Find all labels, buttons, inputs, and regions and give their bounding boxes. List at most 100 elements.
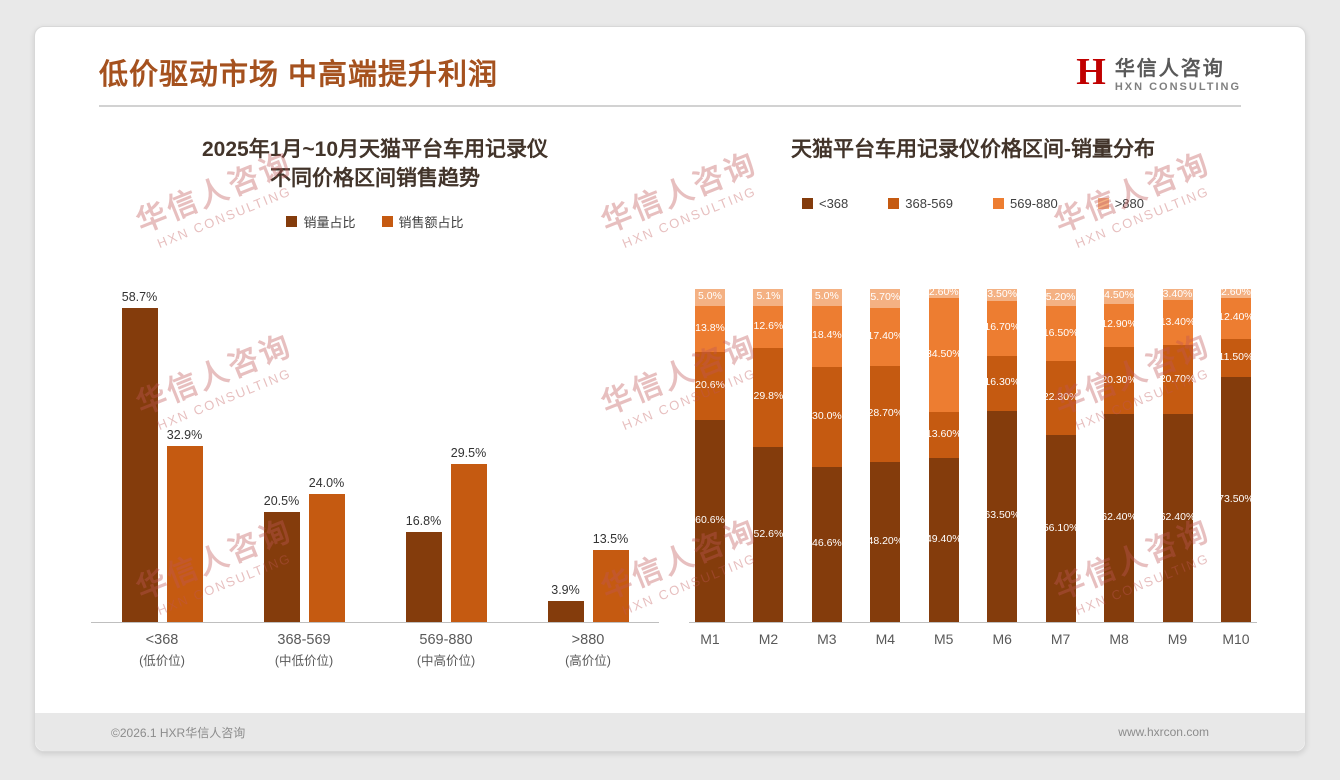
segment-value-label: 13.8%	[695, 321, 725, 334]
stack-segment: 73.50%	[1218, 377, 1254, 622]
segment-value-label: 20.30%	[1101, 373, 1137, 386]
segment-value-label: 12.90%	[1101, 318, 1137, 331]
stack-segment: 20.6%	[695, 351, 725, 421]
stack-segment: 49.40%	[925, 457, 962, 623]
stack-segment: 22.30%	[1042, 361, 1079, 436]
bar: 20.5%	[263, 494, 300, 622]
stack-column: 4.50% 12.90% 20.30% 62.40%	[1101, 289, 1137, 622]
legend-swatch	[1097, 198, 1109, 210]
legend-swatch	[381, 215, 393, 227]
bar-value-label: 20.5%	[263, 494, 300, 509]
charts-area: 2025年1月~10月天猫平台车用记录仪 不同价格区间销售趋势 销量占比 销售额占…	[35, 107, 1305, 671]
footer: ©2026.1 HXR华信人咨询 www.hxrcon.com	[35, 713, 1305, 751]
stack-segment: 16.70%	[984, 300, 1020, 357]
logo: H 华信人咨询 HXN CONSULTING	[1076, 52, 1241, 93]
chart-distribution-title: 天猫平台车用记录仪价格区间-销量分布	[791, 138, 1155, 161]
segment-value-label: 12.6%	[753, 320, 784, 333]
segment-value-label: 22.30%	[1042, 391, 1079, 404]
page-title: 低价驱动市场 中高端提升利润	[99, 59, 499, 91]
stack-segment: 52.6%	[753, 447, 784, 623]
logo-text: 华信人咨询 HXN CONSULTING	[1115, 52, 1241, 93]
chart-distribution-legend: <368 368-569 569-880 >880	[689, 196, 1257, 211]
segment-value-label: 60.6%	[695, 514, 725, 527]
bar: 13.5%	[592, 532, 629, 622]
segment-value-label: 28.70%	[867, 406, 904, 419]
x-axis-label-note: (中低价位)	[274, 653, 334, 668]
chart-distribution-xlabels: M1 M2 M3 M4 M5 M6 M7 M8 M9 M10	[689, 631, 1257, 647]
logo-mark-icon: H	[1076, 50, 1106, 93]
stack-column: 5.20% 16.50% 22.30% 56.10%	[1042, 289, 1079, 622]
chart-trend-plot: 58.7% 32.9% 20.5% 24.0% 16.8% 29.5% 3.9% 13.5%	[91, 283, 659, 623]
stack-segment: 62.40%	[1159, 414, 1196, 622]
stack-column: 3.40% 13.40% 20.70% 62.40%	[1159, 288, 1196, 622]
legend-label: >880	[1114, 196, 1145, 212]
stack-segment: 46.6%	[811, 466, 842, 622]
segment-value-label: 2.60%	[928, 286, 959, 299]
stack-segment: 28.70%	[868, 365, 903, 462]
segment-value-label: 20.70%	[1159, 372, 1196, 385]
stack-segment: 16.30%	[984, 356, 1020, 411]
footer-copyright: ©2026.1 HXR华信人咨询	[111, 725, 246, 740]
legend-swatch	[801, 198, 813, 210]
legend-swatch	[888, 198, 900, 210]
chart-distribution-head: 天猫平台车用记录仪价格区间-销量分布 <368 368-569 569-880 >88…	[689, 135, 1257, 283]
x-axis-label-main: <368	[145, 632, 179, 648]
segment-value-label: 5.1%	[756, 290, 781, 303]
legend-item: 368-569	[888, 196, 953, 211]
x-axis-label: M7	[1050, 631, 1071, 647]
stack-segment: 29.8%	[753, 347, 784, 448]
bar-group: 20.5% 24.0%	[233, 283, 375, 622]
legend-label: 569-880	[1010, 196, 1058, 212]
legend-item: >880	[1097, 196, 1145, 212]
segment-value-label: 13.40%	[1159, 315, 1196, 328]
logo-name-cn: 华信人咨询	[1114, 57, 1225, 80]
legend-label: 368-569	[905, 196, 953, 212]
legend-swatch	[993, 198, 1004, 210]
chart-trend-title-line2: 不同价格区间销售趋势	[270, 167, 480, 191]
x-axis-label: M5	[934, 631, 954, 647]
stack-segment: 5.0%	[695, 289, 725, 306]
x-axis-label: M1	[700, 631, 720, 647]
segment-value-label: 3.50%	[987, 288, 1018, 301]
x-axis-label: M9	[1167, 631, 1188, 647]
stack-segment: 56.10%	[1042, 435, 1079, 622]
stack-segment: 16.50%	[1043, 306, 1078, 362]
stack-column: 5.1% 12.6% 29.8% 52.6%	[753, 289, 784, 623]
segment-value-label: 62.40%	[1159, 511, 1196, 524]
chart-trend-title-line1: 2025年1月~10月天猫平台车用记录仪	[201, 138, 549, 161]
stack-segment: 11.50%	[1219, 338, 1253, 378]
stack-column: 2.60% 12.40% 11.50% 73.50%	[1218, 287, 1254, 622]
legend-item: <368	[801, 196, 848, 211]
stack-segment: 3.40%	[1162, 288, 1193, 301]
bar-value-label: 13.5%	[592, 531, 629, 546]
bar: 3.9%	[547, 583, 584, 622]
x-axis-label-note: (高价位)	[565, 653, 611, 668]
x-axis-label: <368 (低价位)	[91, 630, 233, 671]
stack-segment: 12.90%	[1101, 303, 1137, 347]
stack-column: 2.60% 34.50% 13.60% 49.40%	[925, 286, 962, 623]
slide: 华信人咨询 HXN CONSULTING 华信人咨询 HXN CONSULTING 华信…	[34, 26, 1306, 752]
bar: 32.9%	[166, 428, 203, 622]
segment-value-label: 49.40%	[925, 533, 962, 546]
chart-trend-section: 2025年1月~10月天猫平台车用记录仪 不同价格区间销售趋势 销量占比 销售额占…	[91, 135, 659, 671]
segment-value-label: 63.50%	[984, 509, 1020, 522]
stack-segment: 20.30%	[1101, 346, 1137, 415]
legend-label: 销量占比	[303, 214, 356, 230]
chart-trend-legend: 销量占比 销售额占比	[91, 212, 659, 231]
stack-segment: 62.40%	[1101, 414, 1137, 622]
legend-item: 销量占比	[286, 212, 356, 231]
bar-group: 16.8% 29.5%	[375, 283, 517, 622]
segment-value-label: 56.10%	[1042, 521, 1079, 534]
x-axis-label-main: >880	[571, 632, 605, 648]
stack-segment: 3.50%	[987, 288, 1018, 301]
stack-segment: 5.20%	[1045, 289, 1076, 307]
segment-value-label: 17.40%	[867, 330, 904, 343]
x-axis-label: 569-880 (中高价位)	[375, 630, 517, 671]
segment-value-label: 30.0%	[811, 410, 842, 423]
segment-value-label: 5.0%	[814, 290, 839, 303]
segment-value-label: 16.70%	[984, 321, 1020, 334]
legend-label: 销售额占比	[398, 214, 464, 230]
segment-value-label: 20.6%	[695, 379, 725, 392]
x-axis-label: >880 (高价位)	[517, 630, 659, 671]
